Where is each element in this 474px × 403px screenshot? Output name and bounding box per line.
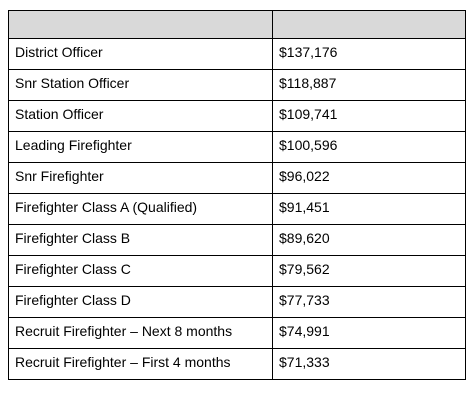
table-row: District Officer $137,176 [8,38,466,70]
table-row: Recruit Firefighter – First 4 months $71… [8,348,466,380]
rank-cell: Snr Station Officer [8,69,273,101]
table-row: Firefighter Class A (Qualified) $91,451 [8,193,466,225]
table-row: Station Officer $109,741 [8,100,466,132]
header-cell-rank [8,10,273,39]
table-row: Snr Firefighter $96,022 [8,162,466,194]
salary-cell: $79,562 [272,255,466,287]
salary-cell: $109,741 [272,100,466,132]
salary-cell: $74,991 [272,317,466,349]
salary-cell: $137,176 [272,38,466,70]
table-row: Leading Firefighter $100,596 [8,131,466,163]
salary-cell: $118,887 [272,69,466,101]
rank-cell: Leading Firefighter [8,131,273,163]
salary-table: District Officer $137,176 Snr Station Of… [8,10,466,380]
salary-cell: $71,333 [272,348,466,380]
salary-cell: $89,620 [272,224,466,256]
table-header-row [8,10,466,39]
salary-table-container: District Officer $137,176 Snr Station Of… [8,10,466,380]
table-row: Firefighter Class C $79,562 [8,255,466,287]
rank-cell: Firefighter Class C [8,255,273,287]
rank-cell: Snr Firefighter [8,162,273,194]
rank-cell: Station Officer [8,100,273,132]
rank-cell: Recruit Firefighter – Next 8 months [8,317,273,349]
rank-cell: Firefighter Class B [8,224,273,256]
salary-cell: $96,022 [272,162,466,194]
table-row: Firefighter Class B $89,620 [8,224,466,256]
rank-cell: Firefighter Class D [8,286,273,318]
table-row: Snr Station Officer $118,887 [8,69,466,101]
salary-cell: $77,733 [272,286,466,318]
table-row: Firefighter Class D $77,733 [8,286,466,318]
header-cell-salary [272,10,466,39]
salary-cell: $91,451 [272,193,466,225]
rank-cell: District Officer [8,38,273,70]
rank-cell: Recruit Firefighter – First 4 months [8,348,273,380]
salary-cell: $100,596 [272,131,466,163]
rank-cell: Firefighter Class A (Qualified) [8,193,273,225]
table-row: Recruit Firefighter – Next 8 months $74,… [8,317,466,349]
